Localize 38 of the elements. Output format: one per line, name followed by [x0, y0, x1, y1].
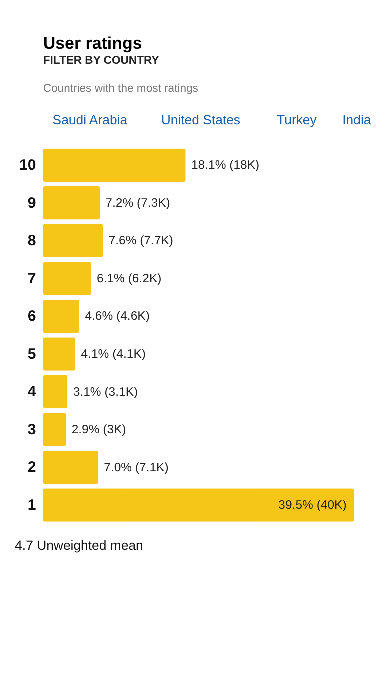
y-tick-label: 10: [20, 157, 36, 174]
text: Turkey: [277, 112, 318, 128]
y-tick-label: 8: [28, 232, 36, 250]
y-tick-label: 1: [28, 497, 36, 514]
bar: [43, 375, 68, 409]
y-tick-label: 9: [28, 194, 36, 212]
chart-title: User ratings: [43, 34, 142, 53]
bar: [43, 300, 80, 334]
data-label: 4.1% (4.1K): [81, 347, 146, 361]
text: Saudi Arabia: [52, 112, 128, 128]
bar: [43, 224, 104, 258]
y-tick-label: 7: [28, 270, 36, 288]
bar: [43, 186, 100, 220]
text: 4.7 Unweighted mean: [15, 538, 144, 554]
y-tick-label: 5: [28, 346, 36, 363]
y-tick-label: 3: [28, 421, 36, 438]
data-label: 7.6% (7.7K): [108, 234, 174, 248]
y-tick-label: 6: [28, 308, 36, 326]
bar: [43, 148, 186, 182]
bar: [43, 338, 76, 371]
data-label: 7.0% (7.1K): [104, 460, 169, 474]
data-label: 3.1% (3.1K): [73, 384, 138, 399]
text: Countries with the most ratings: [43, 83, 199, 96]
data-label: 39.5% (40K): [278, 498, 347, 512]
data-label: 6.1% (6.2K): [97, 271, 162, 286]
bar: [43, 450, 98, 484]
y-tick-label: 4: [28, 384, 37, 401]
bar: [43, 262, 92, 296]
chart-subtitle: FILTER BY COUNTRY: [43, 54, 160, 67]
text: United States: [161, 112, 241, 128]
data-label: 18.1% (18K): [191, 158, 260, 172]
data-label: 4.6% (4.6K): [85, 309, 150, 324]
text: India: [342, 112, 372, 128]
data-label: 7.2% (7.3K): [106, 196, 170, 210]
bar: [43, 488, 354, 522]
y-tick-label: 2: [28, 459, 36, 476]
bar: [43, 413, 66, 446]
data-label: 2.9% (3K): [72, 422, 126, 437]
